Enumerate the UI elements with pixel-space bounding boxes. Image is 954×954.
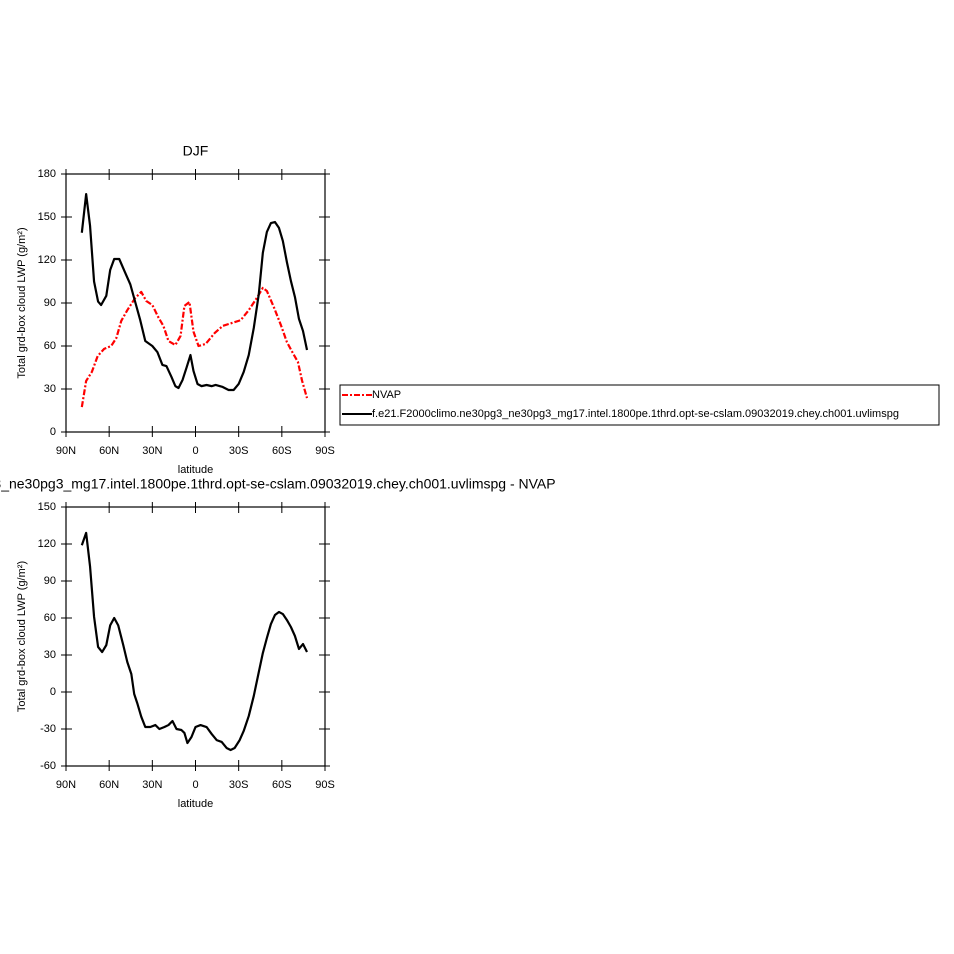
plot-frame <box>65 173 326 433</box>
y-tick-label: 150 <box>38 211 56 223</box>
legend-label: f.e21.F2000climo.ne30pg3_ne30pg3_mg17.in… <box>372 408 899 420</box>
y-tick-label: 30 <box>44 649 56 661</box>
y-tick-label: 0 <box>50 686 56 698</box>
y-tick-label: -30 <box>40 723 56 735</box>
x-tick-label: 60N <box>99 779 119 791</box>
legend-box <box>339 384 940 426</box>
y-tick-label: 60 <box>44 340 56 352</box>
x-tick-label: 0 <box>192 779 198 791</box>
y-tick-label: 90 <box>44 575 56 587</box>
y-tick-label: 60 <box>44 612 56 624</box>
y-axis-label: Total grd-box cloud LWP (g/m²) <box>16 561 28 712</box>
data-line <box>80 286 309 408</box>
y-tick-label: 120 <box>38 254 56 266</box>
x-tick-label: 90N <box>56 779 76 791</box>
plot-frame <box>65 506 326 767</box>
x-axis-label: latitude <box>178 464 213 476</box>
y-tick-label: 120 <box>38 538 56 550</box>
x-tick-label: 30N <box>142 779 162 791</box>
x-tick-label: 60N <box>99 445 119 457</box>
y-axis-label: Total grd-box cloud LWP (g/m²) <box>16 227 28 378</box>
x-tick-label: 0 <box>192 445 198 457</box>
x-tick-label: 30N <box>142 445 162 457</box>
y-tick-label: 180 <box>38 168 56 180</box>
x-tick-label: 90S <box>315 779 335 791</box>
x-tick-label: 90S <box>315 445 335 457</box>
y-tick-label: 150 <box>38 501 56 513</box>
legend: NVAP f.e21.F2000climo.ne30pg3_ne30pg3_mg1… <box>339 384 940 426</box>
chart-title: DJF <box>183 143 209 159</box>
y-tick-label: 0 <box>50 426 56 438</box>
y-tick-label: 30 <box>44 383 56 395</box>
chart-title: f.e21.F2000climo.ne30pg3_ne30pg3_mg17.in… <box>0 476 556 492</box>
y-tick-label: -60 <box>40 760 56 772</box>
x-tick-label: 60S <box>272 779 292 791</box>
y-tick-label: 90 <box>44 297 56 309</box>
x-tick-label: 90N <box>56 445 76 457</box>
x-axis-label: latitude <box>178 798 213 810</box>
x-tick-label: 30S <box>229 445 249 457</box>
data-line <box>80 192 309 392</box>
x-tick-label: 30S <box>229 779 249 791</box>
x-tick-label: 60S <box>272 445 292 457</box>
legend-label: NVAP <box>372 389 401 401</box>
data-line <box>80 531 308 752</box>
